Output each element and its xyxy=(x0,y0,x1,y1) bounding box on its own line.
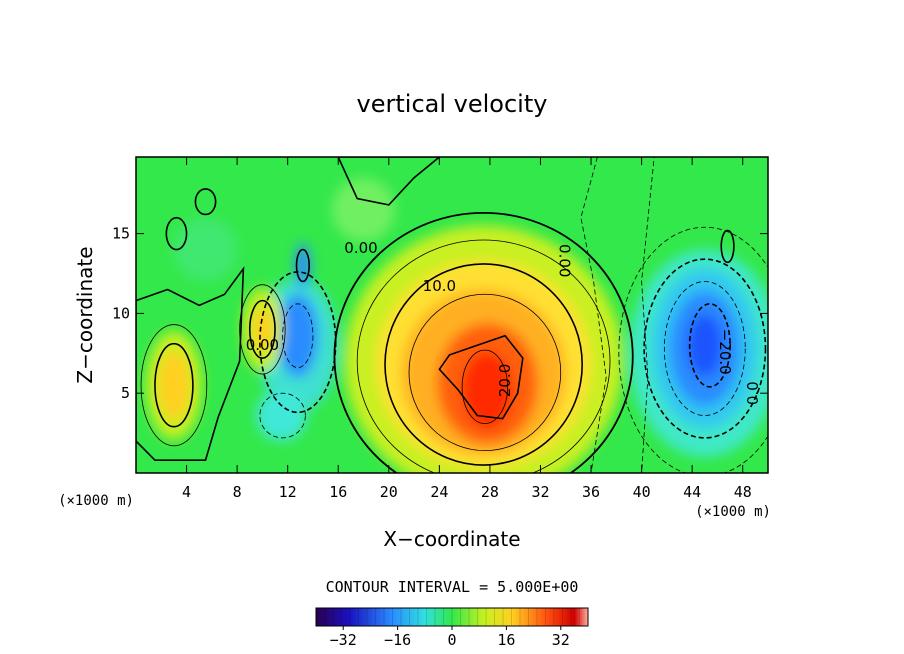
y-tick-label: 15 xyxy=(112,225,130,243)
contour-neg20 xyxy=(688,303,731,388)
field-blob xyxy=(252,307,273,352)
x-tick-label: 44 xyxy=(683,483,701,501)
contour-5 xyxy=(356,239,611,473)
x-tick-label: 48 xyxy=(734,483,752,501)
contour-15 xyxy=(408,293,562,452)
contour-5 xyxy=(239,284,286,375)
colorbar-tick-label: −16 xyxy=(384,631,411,649)
contour-20 xyxy=(438,334,524,420)
contour-5 xyxy=(140,324,208,447)
contour-10 xyxy=(154,342,194,428)
x-axis-label: X−coordinate xyxy=(383,527,520,551)
field-blob xyxy=(256,390,307,442)
x-unit-right: (×1000 m) xyxy=(695,504,771,520)
plot-frame xyxy=(135,156,769,474)
contour-zero xyxy=(333,212,634,473)
x-ticks: 4 8 12 16 20 24 28 32 36 40 44 48 xyxy=(182,157,752,501)
x-tick-label: 40 xyxy=(633,483,651,501)
contour-label: 0.00 xyxy=(344,239,377,257)
field-blob xyxy=(173,217,238,282)
contour-label: −20.0 xyxy=(716,329,734,375)
x-tick-label: 20 xyxy=(380,483,398,501)
y-axis-label: Z−coordinate xyxy=(73,246,97,383)
y-tick-label: 10 xyxy=(112,304,130,322)
x-tick-label: 8 xyxy=(233,483,242,501)
contour-labels: 0.00 0.00 10.0 20.0 0.00 −20.0 0.0 xyxy=(246,239,762,405)
colorbar: −32 −16 0 16 32 xyxy=(315,607,589,649)
x-tick-label: 16 xyxy=(329,483,347,501)
colorbar-tick-label: 0 xyxy=(447,631,456,649)
field-blob xyxy=(687,313,723,378)
contour-zero xyxy=(295,248,310,283)
colorbar-ticks: −32 −16 0 16 32 xyxy=(330,626,570,649)
contour-10 xyxy=(248,299,276,359)
colorbar-tick-label: 16 xyxy=(497,631,515,649)
x-tick-label: 36 xyxy=(582,483,600,501)
x-tick-label: 28 xyxy=(481,483,499,501)
contour-10 xyxy=(384,263,583,466)
contour-neg10 xyxy=(643,258,767,439)
contour-neg-outer xyxy=(580,157,655,473)
contour-neg5 xyxy=(618,226,768,473)
field-blob xyxy=(331,177,396,242)
contour-label: 20.0 xyxy=(496,364,514,397)
y-ticks: 5 10 15 xyxy=(112,225,768,402)
field-blob xyxy=(157,350,191,421)
x-tick-label: 32 xyxy=(531,483,549,501)
contour-zero xyxy=(194,188,217,216)
contour-label: 10.0 xyxy=(423,277,456,295)
contour-neg15 xyxy=(663,281,746,416)
x-unit-left: (×1000 m) xyxy=(58,493,134,509)
chart-title: vertical velocity xyxy=(357,90,548,118)
contour-zero xyxy=(136,266,245,461)
shaded-field xyxy=(146,177,768,473)
contour-label: 0.0 xyxy=(744,381,762,405)
colorbar-tick-label: −32 xyxy=(330,631,357,649)
y-tick-label: 5 xyxy=(121,384,130,402)
field-blob xyxy=(277,294,319,378)
contour-label: 0.00 xyxy=(246,336,279,354)
contour-neg15 xyxy=(282,303,314,369)
contour-zero xyxy=(337,157,441,206)
contour-25 xyxy=(461,349,509,424)
contour-zero xyxy=(165,216,188,251)
contour-interval-note: CONTOUR INTERVAL = 5.000E+00 xyxy=(326,578,579,596)
x-tick-label: 24 xyxy=(430,483,448,501)
contour-label: 0.00 xyxy=(555,244,573,277)
contour-neg5 xyxy=(259,392,306,439)
colorbar-tick-label: 32 xyxy=(552,631,570,649)
colorbar-segments xyxy=(315,608,589,626)
contour-zero xyxy=(720,229,735,264)
field-blob xyxy=(462,351,513,429)
x-tick-label: 4 xyxy=(182,483,191,501)
contour-lines xyxy=(136,157,768,473)
x-tick-label: 12 xyxy=(279,483,297,501)
